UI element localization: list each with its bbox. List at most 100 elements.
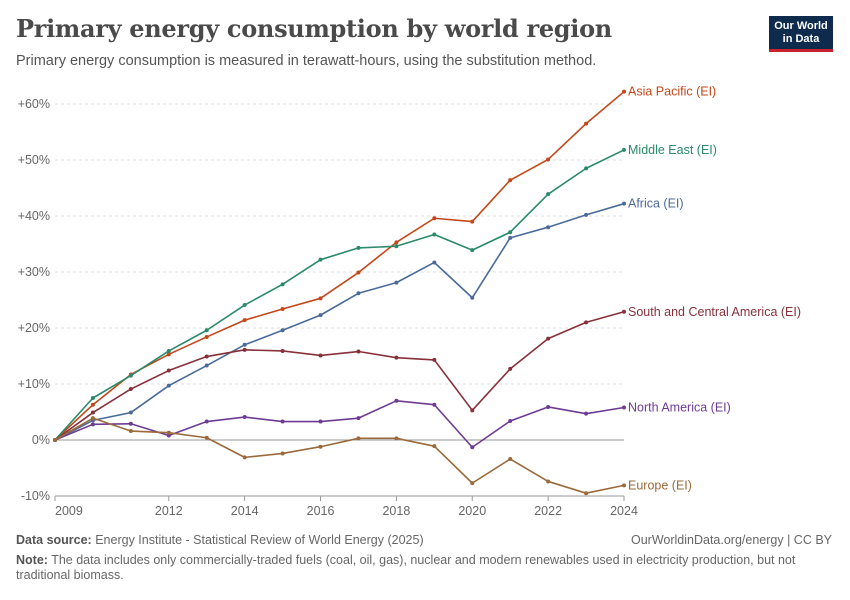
data-point[interactable] (356, 270, 361, 275)
data-point[interactable] (318, 296, 323, 301)
data-point[interactable] (318, 353, 323, 358)
data-point[interactable] (508, 366, 513, 371)
data-point[interactable] (53, 438, 57, 442)
data-point[interactable] (242, 318, 247, 323)
series-label[interactable]: Asia Pacific (EI) (628, 85, 716, 99)
data-point[interactable] (622, 405, 626, 410)
data-point[interactable] (318, 257, 323, 262)
data-point[interactable] (584, 166, 589, 171)
data-point[interactable] (204, 419, 209, 424)
data-point[interactable] (204, 354, 209, 359)
data-point[interactable] (90, 422, 95, 427)
data-point[interactable] (280, 306, 285, 311)
data-point[interactable] (166, 433, 171, 438)
credit-link[interactable]: OurWorldinData.org/energy | CC BY (630, 533, 832, 547)
data-point[interactable] (90, 396, 95, 400)
data-point[interactable] (432, 444, 437, 449)
data-point[interactable] (128, 373, 133, 378)
data-point[interactable] (584, 212, 589, 217)
series-line[interactable] (54, 149, 625, 441)
data-point[interactable] (318, 444, 323, 449)
data-point[interactable] (584, 121, 589, 126)
data-point[interactable] (128, 410, 133, 415)
data-point[interactable] (204, 363, 209, 368)
data-point[interactable] (508, 178, 513, 183)
data-point[interactable] (204, 334, 209, 339)
data-point[interactable] (242, 303, 247, 308)
data-point[interactable] (470, 219, 475, 224)
owid-logo[interactable]: Our World in Data (769, 16, 833, 52)
data-point[interactable] (432, 232, 437, 237)
data-point[interactable] (470, 445, 475, 450)
data-point[interactable] (128, 387, 133, 392)
data-point[interactable] (90, 402, 95, 407)
data-point[interactable] (432, 216, 437, 221)
data-point[interactable] (280, 328, 285, 333)
data-point[interactable] (166, 368, 171, 373)
data-point[interactable] (394, 280, 399, 285)
data-point[interactable] (356, 245, 361, 250)
data-point[interactable] (204, 328, 209, 333)
data-point[interactable] (432, 260, 437, 265)
data-point[interactable] (90, 416, 95, 421)
data-point[interactable] (318, 419, 323, 424)
data-point[interactable] (622, 201, 626, 206)
data-point[interactable] (394, 398, 399, 403)
data-point[interactable] (166, 348, 171, 353)
series-label[interactable]: Europe (EI) (628, 478, 692, 492)
data-point[interactable] (546, 225, 551, 230)
data-point[interactable] (622, 89, 626, 94)
data-point[interactable] (584, 320, 589, 325)
data-point[interactable] (470, 248, 475, 253)
series-label[interactable]: Africa (EI) (628, 197, 684, 211)
data-point[interactable] (622, 483, 626, 488)
data-point[interactable] (546, 404, 551, 409)
data-point[interactable] (584, 411, 589, 416)
data-point[interactable] (432, 402, 437, 407)
data-point[interactable] (242, 415, 247, 420)
series-label[interactable]: South and Central America (EI) (628, 305, 801, 319)
data-point[interactable] (204, 435, 209, 440)
data-point[interactable] (242, 455, 247, 460)
data-point[interactable] (546, 192, 551, 197)
data-point[interactable] (508, 230, 513, 235)
data-point[interactable] (622, 147, 626, 152)
data-point[interactable] (546, 157, 551, 162)
data-point[interactable] (394, 436, 399, 441)
data-point[interactable] (432, 357, 437, 362)
data-point[interactable] (166, 430, 171, 435)
series-line[interactable] (54, 310, 625, 441)
series-line[interactable] (54, 417, 625, 495)
series-line[interactable] (54, 91, 625, 441)
data-point[interactable] (508, 457, 513, 462)
data-point[interactable] (318, 313, 323, 318)
series-line[interactable] (54, 202, 625, 441)
source-text[interactable]: Energy Institute - Statistical Review of… (95, 533, 424, 547)
data-point[interactable] (242, 342, 247, 347)
data-point[interactable] (394, 244, 399, 249)
data-point[interactable] (356, 416, 361, 421)
data-point[interactable] (584, 491, 589, 496)
data-point[interactable] (280, 419, 285, 424)
data-point[interactable] (356, 291, 361, 296)
series-label[interactable]: Middle East (EI) (628, 143, 717, 157)
data-point[interactable] (470, 408, 475, 413)
data-point[interactable] (280, 282, 285, 287)
data-point[interactable] (622, 309, 626, 314)
data-point[interactable] (166, 352, 171, 357)
data-point[interactable] (470, 295, 475, 300)
data-point[interactable] (242, 347, 247, 352)
data-point[interactable] (394, 355, 399, 360)
data-point[interactable] (394, 240, 399, 245)
series-line[interactable] (54, 399, 625, 449)
data-point[interactable] (508, 418, 513, 423)
series-label[interactable]: North America (EI) (628, 401, 731, 415)
data-point[interactable] (280, 451, 285, 456)
data-point[interactable] (356, 436, 361, 441)
data-point[interactable] (90, 410, 95, 415)
data-point[interactable] (546, 336, 551, 341)
data-point[interactable] (508, 235, 513, 240)
data-point[interactable] (128, 429, 133, 434)
data-point[interactable] (470, 481, 475, 486)
data-point[interactable] (546, 479, 551, 484)
